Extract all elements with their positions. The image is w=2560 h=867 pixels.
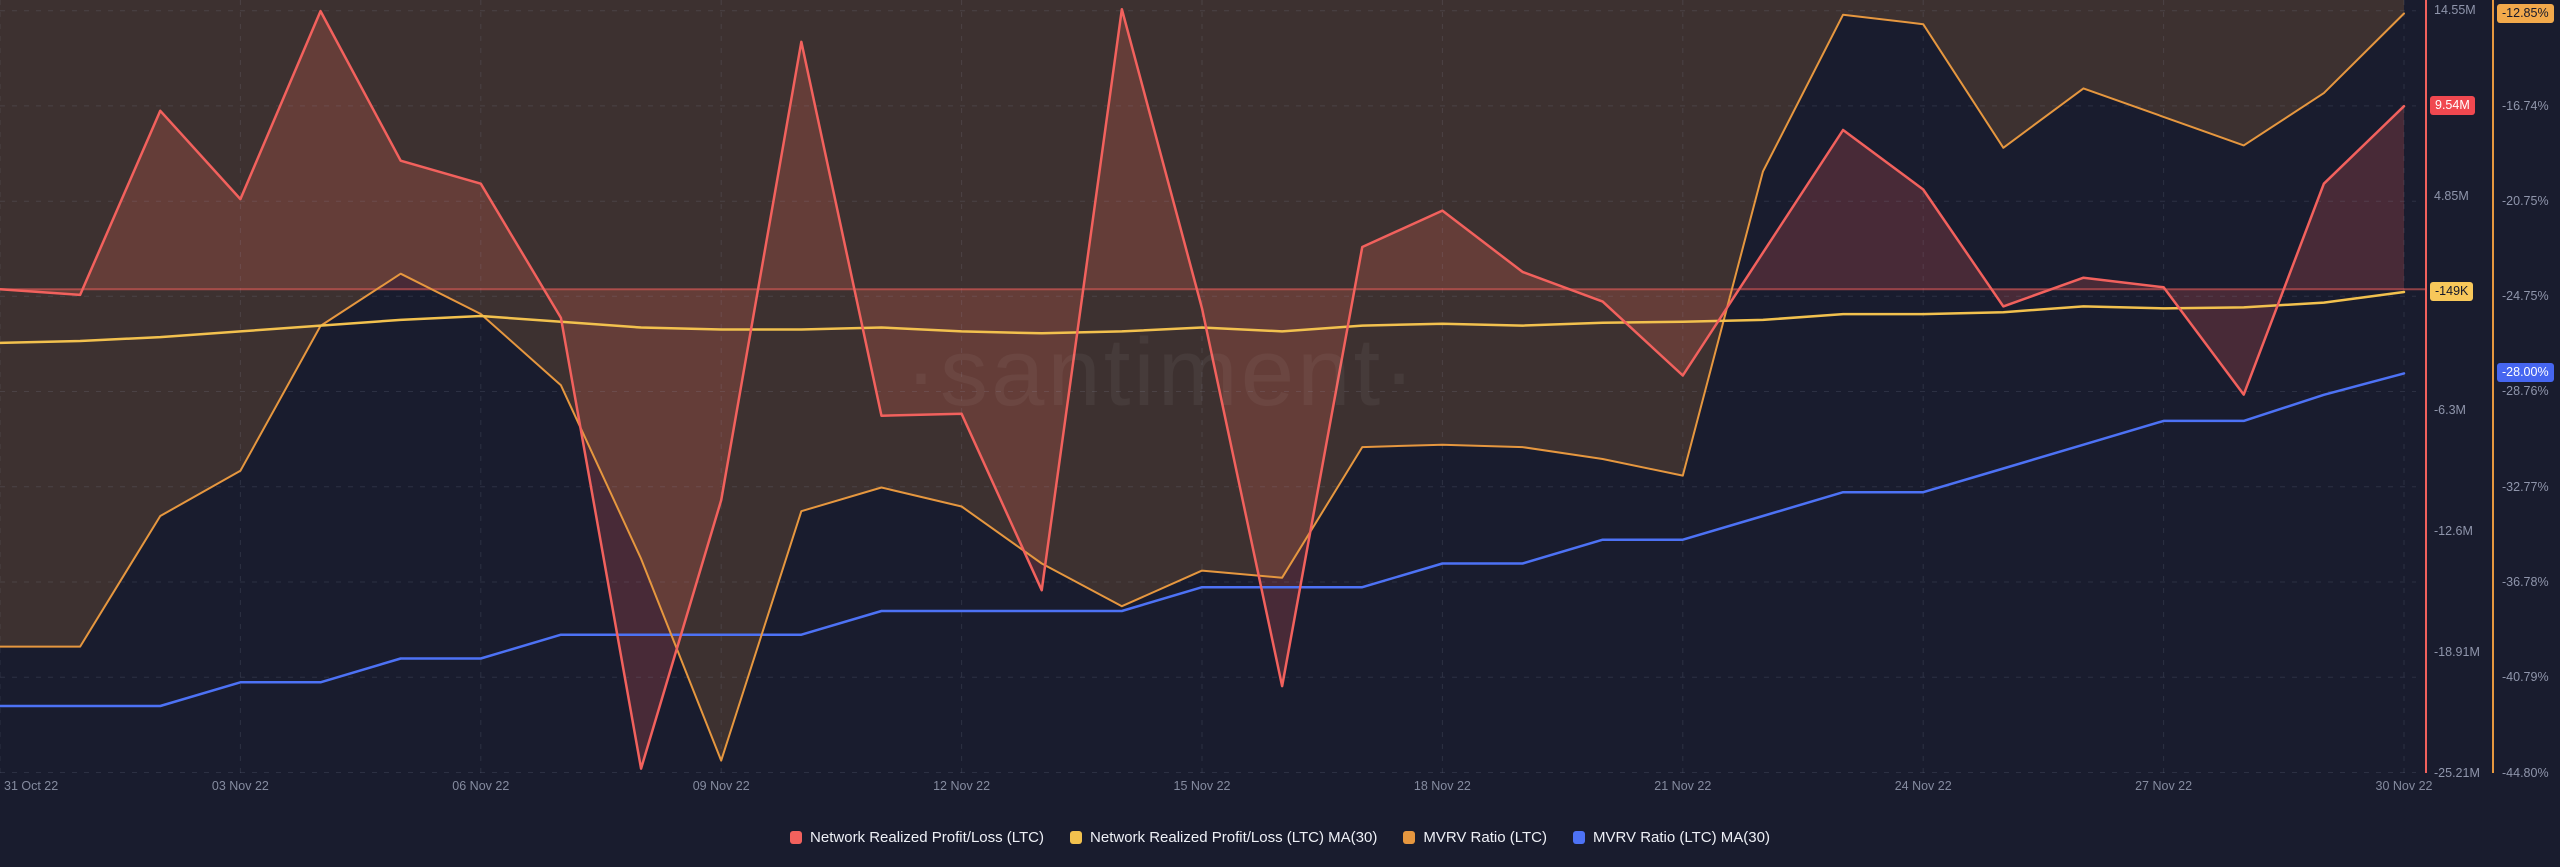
legend-item[interactable]: MVRV Ratio (LTC) MA(30) — [1572, 828, 1770, 846]
mvrv-line — [0, 12, 2405, 762]
x-axis-tick-label: 12 Nov 22 — [933, 779, 991, 793]
realized-pl-line — [0, 7, 2406, 770]
m-axis-tick-label: -6.3M — [2434, 403, 2466, 417]
m-axis-tick-label: -25.21M — [2434, 766, 2480, 780]
pct-axis-tick-label: -20.75% — [2502, 194, 2549, 208]
mvrv-ma30-line — [0, 372, 2406, 708]
m-axis-tick-label: 14.55M — [2434, 3, 2476, 17]
x-axis-tick-label: 09 Nov 22 — [692, 779, 750, 793]
m-axis-tick-label: 4.85M — [2434, 189, 2469, 203]
pct-axis-tick-label: -24.75% — [2502, 289, 2549, 303]
legend-label: Network Realized Profit/Loss (LTC) MA(30… — [1090, 828, 1378, 846]
legend: Network Realized Profit/Loss (LTC) Networ… — [0, 822, 2560, 852]
x-axis-tick-label: 15 Nov 22 — [1173, 779, 1231, 793]
m-axis-tick-label: -12.6M — [2434, 524, 2473, 538]
legend-swatch-icon — [1572, 830, 1585, 844]
pct-axis-tick-label: -36.78% — [2502, 575, 2549, 589]
legend-item[interactable]: MVRV Ratio (LTC) — [1403, 829, 1547, 846]
legend-label: Network Realized Profit/Loss (LTC) — [810, 828, 1045, 846]
pct-axis-tick-label: -32.77% — [2502, 480, 2549, 494]
m-axis-tick-label: -18.91M — [2434, 645, 2480, 659]
x-axis-tick-label: 18 Nov 22 — [1413, 779, 1471, 793]
x-axis-tick-label: 30 Nov 22 — [2375, 779, 2433, 793]
x-axis-tick-label: 31 Oct 22 — [4, 779, 59, 793]
mvrv-area-fill — [0, 0, 2404, 761]
realized-pl-ma30-current-badge: -149K — [2430, 282, 2474, 301]
x-axis-tick-label: 03 Nov 22 — [211, 779, 269, 793]
legend-swatch-icon — [1070, 830, 1083, 844]
legend-swatch-icon — [1403, 830, 1416, 844]
legend-label: MVRV Ratio (LTC) MA(30) — [1592, 828, 1770, 846]
legend-item[interactable]: Network Realized Profit/Loss (LTC) — [790, 829, 1044, 846]
x-axis-tick-label: 06 Nov 22 — [452, 779, 510, 793]
legend-swatch-icon — [790, 830, 803, 844]
pct-axis-tick-label: -40.79% — [2502, 670, 2549, 684]
legend-label: MVRV Ratio (LTC) — [1423, 828, 1547, 846]
x-axis-tick-label: 21 Nov 22 — [1654, 779, 1712, 793]
mvrv-ma30-current-badge: -28.00% — [2497, 363, 2554, 382]
x-axis-tick-label: 24 Nov 22 — [1894, 779, 1952, 793]
pct-axis-tick-label: -16.74% — [2502, 99, 2549, 113]
pct-axis-tick-label: -44.80% — [2502, 766, 2549, 780]
realized-pl-ma30-line — [0, 290, 2406, 345]
legend-item[interactable]: Network Realized Profit/Loss (LTC) MA(30… — [1070, 829, 1377, 846]
realized-pl-current-badge: 9.54M — [2430, 96, 2475, 115]
realized-pl-area-fill — [0, 9, 2404, 769]
santiment-watermark: ·santiment· — [905, 319, 1419, 426]
x-axis-tick-label: 27 Nov 22 — [2135, 779, 2193, 793]
mvrv-current-badge: -12.85% — [2497, 4, 2554, 23]
pct-axis-tick-label: -28.76% — [2502, 384, 2549, 398]
